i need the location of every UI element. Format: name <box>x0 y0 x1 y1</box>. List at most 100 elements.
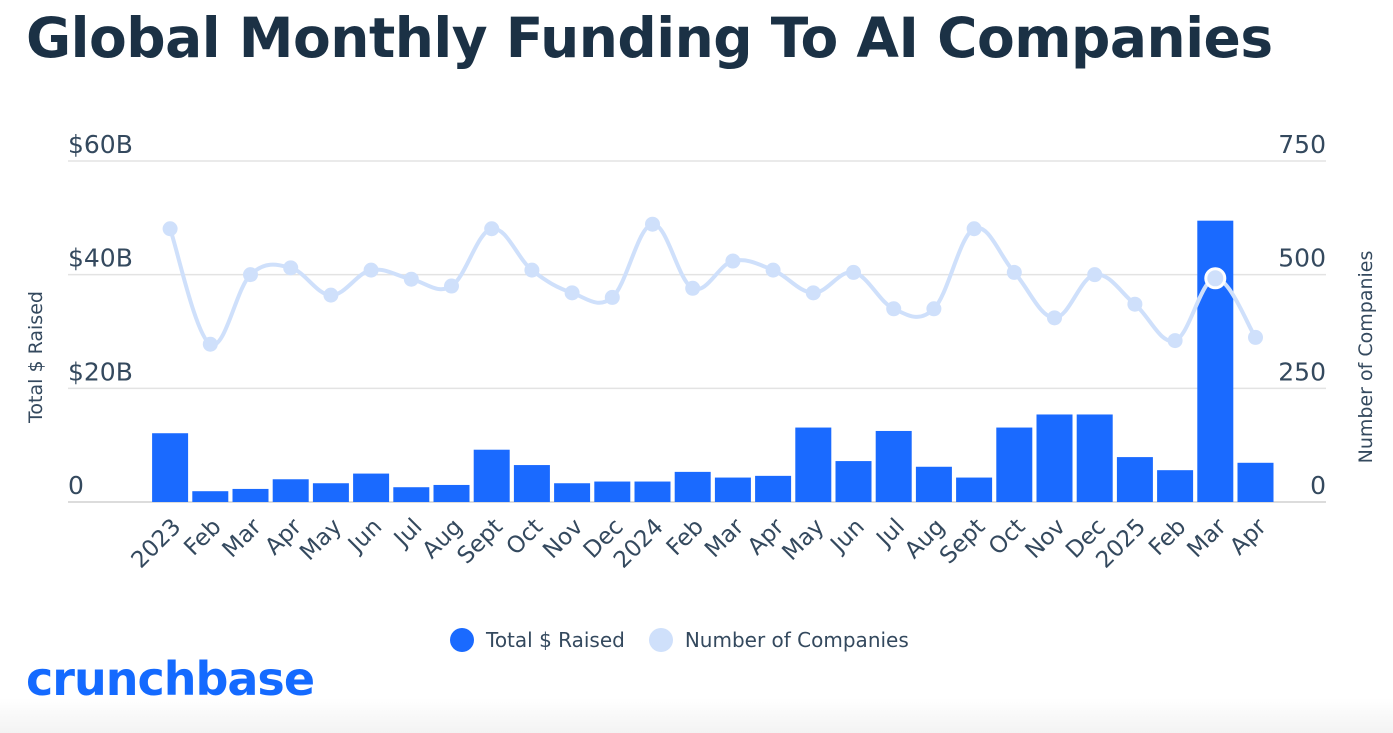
line-point <box>966 221 982 237</box>
bar <box>232 488 269 502</box>
line-point <box>162 221 178 237</box>
bar-series <box>152 220 1274 503</box>
line-point <box>283 260 299 276</box>
y-left-tick-label: $40B <box>68 244 133 273</box>
line-point <box>1127 296 1143 312</box>
y-right-tick-label: 750 <box>1278 130 1326 159</box>
line-point <box>685 280 701 296</box>
x-tick-label: Oct <box>502 514 549 561</box>
gridlines <box>68 160 1326 503</box>
crunchbase-logo: crunchbase <box>26 652 315 706</box>
bar <box>714 477 751 502</box>
x-tick-label: Jun <box>825 514 870 559</box>
x-tick-label: 2023 <box>127 514 187 574</box>
bar <box>996 427 1033 502</box>
line-point <box>725 253 741 269</box>
line-point <box>202 336 218 352</box>
x-tick-label: Feb <box>662 514 709 561</box>
bar <box>433 484 470 502</box>
bar <box>634 481 671 502</box>
bar <box>192 491 229 502</box>
line-point <box>886 301 902 317</box>
line-point <box>1047 310 1062 326</box>
line-point <box>846 264 861 280</box>
line-point-highlighted <box>1204 267 1227 290</box>
x-tick-label: Mar <box>700 513 749 562</box>
x-tick-label: Sept <box>453 514 508 569</box>
bar <box>915 466 952 502</box>
y-right-tick-label: 250 <box>1278 357 1326 386</box>
y-right-tick-label: 0 <box>1310 471 1326 500</box>
y-left-tick-label: $60B <box>68 130 133 159</box>
x-tick-label: May <box>778 514 830 566</box>
legend: Total $ Raised Number of Companies <box>450 628 933 652</box>
series-line <box>168 222 1258 347</box>
y-right-tick-label: 500 <box>1278 244 1326 273</box>
left-axis: 0 $20B $40B $60B Total $ Raised <box>25 130 133 500</box>
legend-label-total-raised: Total $ Raised <box>486 628 625 652</box>
line-point <box>363 262 379 278</box>
legend-swatch-bars <box>450 628 474 652</box>
line-point <box>645 216 660 232</box>
legend-label-number-companies: Number of Companies <box>684 628 909 652</box>
legend-item-total-raised[interactable]: Total $ Raised <box>450 628 625 652</box>
bar <box>473 449 510 502</box>
x-tick-label: Apr <box>1225 513 1272 560</box>
line-point <box>484 221 500 237</box>
bar <box>875 430 912 502</box>
x-tick-label: Feb <box>1144 514 1191 561</box>
bar <box>1197 220 1234 503</box>
bar <box>1237 462 1274 502</box>
line-series <box>162 216 1263 352</box>
bar <box>312 483 349 502</box>
line-point <box>1167 333 1183 349</box>
y-left-tick-label: $20B <box>68 357 133 386</box>
bar <box>674 471 711 502</box>
right-axis: 0 250 500 750 Number of Companies <box>1278 130 1377 500</box>
legend-item-number-companies[interactable]: Number of Companies <box>648 628 909 652</box>
x-tick-label: Nov <box>538 514 588 564</box>
chart-title: Global Monthly Funding To AI Companies <box>26 6 1273 70</box>
bar <box>353 473 390 502</box>
line-point <box>604 289 620 305</box>
x-tick-label: Feb <box>179 514 226 561</box>
x-tick-label: Nov <box>1021 514 1071 564</box>
line-point <box>1087 267 1103 283</box>
line-point <box>323 287 339 303</box>
bar <box>554 483 591 502</box>
bar <box>393 487 430 502</box>
bar <box>272 479 309 502</box>
x-tick-label: Sept <box>935 514 990 569</box>
bar <box>835 461 872 502</box>
bar <box>152 433 189 502</box>
line-point <box>926 301 942 317</box>
bar <box>956 477 993 502</box>
line-point <box>444 278 459 294</box>
x-tick-label: Mar <box>1182 513 1231 562</box>
line-point <box>1006 264 1022 280</box>
line-point <box>524 262 540 278</box>
line-point <box>243 267 258 283</box>
bar <box>594 481 631 502</box>
line-point <box>765 262 781 278</box>
bar <box>1116 457 1153 502</box>
bar <box>755 475 792 502</box>
x-tick-label: May <box>295 514 347 566</box>
line-point <box>403 271 419 287</box>
x-tick-label: Jun <box>342 514 387 559</box>
legend-swatch-line <box>648 628 673 652</box>
bar <box>1036 414 1073 502</box>
line-point <box>805 285 821 301</box>
bar <box>1157 470 1194 502</box>
line-point <box>1248 329 1263 345</box>
y-left-tick-label: 0 <box>68 471 84 500</box>
line-point <box>564 285 580 301</box>
x-tick-label: Mar <box>218 513 267 562</box>
footer-band <box>0 698 1393 733</box>
y-left-axis-title: Total $ Raised <box>25 291 47 424</box>
bar <box>1076 414 1113 502</box>
bar <box>795 427 832 502</box>
y-right-axis-title: Number of Companies <box>1355 251 1377 464</box>
